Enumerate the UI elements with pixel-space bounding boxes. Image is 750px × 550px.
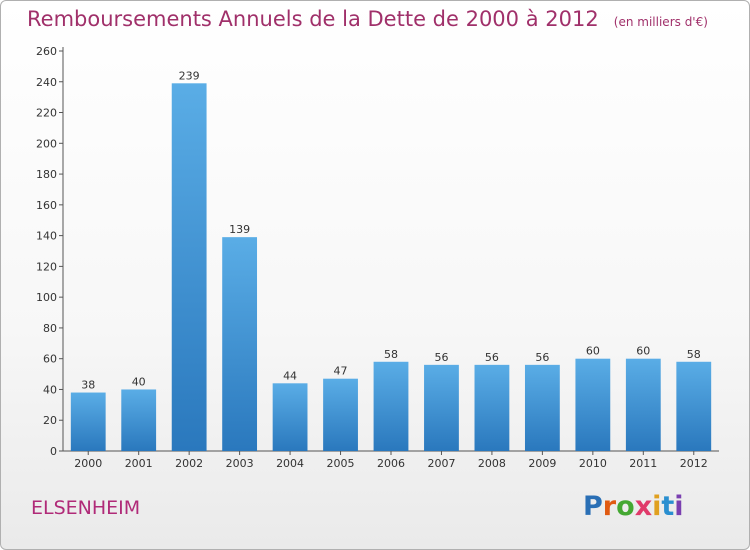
bar-2011 xyxy=(625,358,661,451)
x-tick-label-2009: 2009 xyxy=(528,457,556,470)
proxiti-logo: Proxiti xyxy=(583,491,684,522)
y-tick-label: 40 xyxy=(43,383,57,396)
y-tick-label: 260 xyxy=(36,45,57,58)
y-tick-label: 200 xyxy=(36,137,57,150)
bar-2007 xyxy=(424,364,459,451)
chart-subtitle: (en milliers d'€) xyxy=(613,15,708,29)
bar-2003 xyxy=(222,237,258,451)
x-tick-label-2010: 2010 xyxy=(579,457,607,470)
y-tick-label: 20 xyxy=(43,414,57,427)
logo-letter: x xyxy=(634,491,653,522)
y-tick-label: 100 xyxy=(36,291,57,304)
chart-title-block: Remboursements Annuels de la Dette de 20… xyxy=(27,7,708,31)
bar-2005 xyxy=(323,378,358,451)
commune-name: ELSENHEIM xyxy=(31,497,141,519)
value-label-2002: 239 xyxy=(179,69,200,82)
x-tick-label-2005: 2005 xyxy=(327,457,355,470)
value-label-2001: 40 xyxy=(132,375,146,388)
x-tick-label-2000: 2000 xyxy=(74,457,102,470)
y-tick-label: 0 xyxy=(50,445,57,458)
x-tick-label-2002: 2002 xyxy=(175,457,203,470)
logo-letter: i xyxy=(652,491,662,522)
bar-2010 xyxy=(575,358,611,451)
bar-2009 xyxy=(524,364,560,451)
y-tick-label: 140 xyxy=(36,230,57,243)
value-label-2012: 58 xyxy=(687,348,701,361)
value-label-2000: 38 xyxy=(81,379,95,392)
x-tick-label-2007: 2007 xyxy=(427,457,455,470)
bar-2002 xyxy=(171,83,207,452)
value-label-2005: 47 xyxy=(334,365,348,378)
x-tick-label-2001: 2001 xyxy=(125,457,153,470)
logo-letter: i xyxy=(674,491,684,522)
value-label-2010: 60 xyxy=(586,345,600,358)
y-tick-label: 180 xyxy=(36,168,57,181)
bar-2006 xyxy=(373,361,409,451)
y-tick-label: 240 xyxy=(36,76,57,89)
y-tick-label: 60 xyxy=(43,353,57,366)
x-tick-label-2003: 2003 xyxy=(226,457,254,470)
logo-letter: o xyxy=(616,491,635,522)
x-tick-label-2004: 2004 xyxy=(276,457,304,470)
y-tick-label: 80 xyxy=(43,322,57,335)
y-tick-label: 120 xyxy=(36,260,57,273)
bar-2012 xyxy=(676,361,712,451)
logo-letter: t xyxy=(661,491,675,522)
value-label-2004: 44 xyxy=(283,369,297,382)
value-label-2008: 56 xyxy=(485,351,499,364)
bar-2008 xyxy=(474,364,510,451)
y-tick-label: 160 xyxy=(36,199,57,212)
value-label-2007: 56 xyxy=(434,351,448,364)
value-label-2011: 60 xyxy=(636,345,650,358)
value-label-2009: 56 xyxy=(535,351,549,364)
chart-title: Remboursements Annuels de la Dette de 20… xyxy=(27,7,599,31)
logo-letter: r xyxy=(602,491,617,522)
x-tick-label-2008: 2008 xyxy=(478,457,506,470)
logo-letter: P xyxy=(583,491,603,522)
x-tick-label-2006: 2006 xyxy=(377,457,405,470)
value-label-2003: 139 xyxy=(229,223,250,236)
bar-2004 xyxy=(272,383,308,451)
bar-2001 xyxy=(121,389,157,451)
value-label-2006: 58 xyxy=(384,348,398,361)
bar-2000 xyxy=(70,392,106,451)
y-tick-label: 220 xyxy=(36,107,57,120)
x-tick-label-2012: 2012 xyxy=(680,457,708,470)
x-tick-label-2011: 2011 xyxy=(629,457,657,470)
